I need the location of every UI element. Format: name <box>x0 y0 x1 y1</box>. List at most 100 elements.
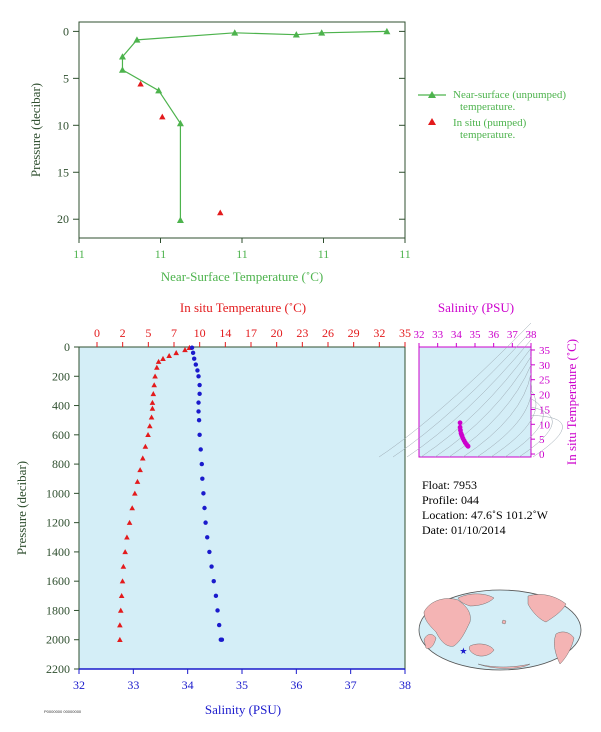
near-surface-point <box>133 36 141 43</box>
profile-series <box>117 344 225 642</box>
legend-near-surface-line2: temperature. <box>460 101 516 113</box>
temperature-point <box>132 490 138 496</box>
ts-density-contour <box>490 390 537 458</box>
temperature-point <box>160 355 166 361</box>
profile-y-tick-label: 1400 <box>46 545 70 559</box>
temperature-point <box>151 382 157 388</box>
near-surface-line <box>121 30 387 221</box>
temperature-point <box>120 563 127 569</box>
temperature-point <box>117 636 123 642</box>
map-land-south-america <box>554 631 575 665</box>
ts-density-contour <box>378 322 532 458</box>
temperature-point <box>145 432 151 438</box>
profile-panel: 0200400600800100012001400160018002000220… <box>14 300 411 717</box>
temperature-x-tick-label: 14 <box>219 326 231 340</box>
salinity-point <box>202 505 207 511</box>
near-surface-xlabel: Near-Surface Temperature (˚C) <box>161 269 323 284</box>
salinity-point <box>199 461 204 467</box>
near-surface-point <box>118 53 126 60</box>
near-surface-legend: Near-surface (unpumped) temperature. In … <box>418 89 569 141</box>
world-map: ★ <box>418 589 582 671</box>
temperature-x-tick-label: 10 <box>194 326 206 340</box>
salinity-point <box>195 368 200 373</box>
ts-x-ticks: 32 33 34 35 36 37 38 <box>414 329 538 347</box>
temperature-point <box>142 443 149 449</box>
ts-density-contour <box>518 406 553 458</box>
legend-label-in-situ: In situ (pumped) temperature. <box>453 117 529 141</box>
ts-y-tick-label: 35 <box>539 345 551 357</box>
temperature-x-tick-label: 2 <box>120 326 126 340</box>
profile-y-tick-label: 2200 <box>46 662 70 676</box>
temperature-x-tick-label: 26 <box>322 326 334 340</box>
near-surface-plot-frame <box>78 21 406 239</box>
near-surface-point <box>231 29 239 36</box>
near-surface-point <box>155 87 163 94</box>
ts-temperature-label: In situ Temperature (˚C) <box>564 339 579 465</box>
map-land-africa <box>423 634 437 649</box>
temperature-x-tick-label: 0 <box>94 326 100 340</box>
salinity-axis-label: Salinity (PSU) <box>205 702 281 717</box>
temperature-point <box>147 423 153 429</box>
temperature-point <box>129 505 135 511</box>
temperature-point <box>182 347 188 353</box>
ts-x-tick-label: 38 <box>526 329 538 341</box>
near-surface-y-tick-label: 10 <box>57 118 69 132</box>
salinity-point <box>197 391 202 397</box>
temperature-point <box>137 467 143 473</box>
temperature-point <box>117 607 124 613</box>
ts-series <box>457 420 471 449</box>
legend-marker-in-situ <box>428 118 436 125</box>
ts-x-tick-label: 36 <box>488 329 500 341</box>
temperature-point <box>118 593 125 599</box>
salinity-x-tick-label: 37 <box>345 678 357 692</box>
ts-y-tick-label: 20 <box>539 390 551 402</box>
temperature-x-ticks: 0 2 5 7 10 14 17 20 23 26 29 32 35 <box>94 326 411 347</box>
near-surface-point <box>318 29 326 36</box>
salinity-x-ticks: 32 33 34 35 36 37 38 <box>73 669 411 692</box>
map-land-australia <box>469 643 495 657</box>
ts-x-tick-label: 35 <box>470 329 482 341</box>
ts-y-tick-label: 10 <box>539 419 551 431</box>
figure-stamp: P0000000 00000000 <box>44 709 82 714</box>
temperature-axis-label: In situ Temperature (˚C) <box>180 300 306 315</box>
float-location: Location: 47.6˚S 101.2˚W <box>422 508 548 522</box>
temperature-point <box>149 399 156 405</box>
in-situ-point <box>217 209 224 216</box>
temperature-x-tick-label: 17 <box>245 326 257 340</box>
salinity-point <box>197 382 202 388</box>
map-land-asia <box>423 598 471 647</box>
salinity-point <box>205 535 210 540</box>
ts-point <box>465 443 471 449</box>
near-surface-x-tick-label: 11 <box>73 247 85 261</box>
salinity-point <box>196 400 201 405</box>
near-surface-x-tick-label: 11 <box>236 247 248 261</box>
salinity-point <box>198 447 203 452</box>
legend-in-situ-line2: temperature. <box>460 129 516 141</box>
ts-y-tick-label: 15 <box>539 404 551 416</box>
ts-plot-frame <box>418 346 532 458</box>
profile-y-tick-label: 1800 <box>46 603 70 617</box>
temperature-x-tick-label: 35 <box>399 326 411 340</box>
near-surface-point <box>118 66 126 73</box>
ts-density-contour <box>462 373 532 458</box>
ts-density-contour <box>420 348 532 458</box>
salinity-point <box>196 417 202 423</box>
ts-y-tick-label: 25 <box>539 375 551 387</box>
near-surface-point <box>292 31 300 38</box>
in-situ-point <box>159 113 166 120</box>
profile-y-tick-label: 2000 <box>46 633 70 647</box>
profile-y-tick-label: 0 <box>64 340 70 354</box>
ts-x-tick-label: 34 <box>451 329 463 341</box>
near-surface-point <box>176 119 184 127</box>
salinity-point <box>213 593 219 599</box>
salinity-point <box>197 432 202 438</box>
salinity-point <box>196 409 201 414</box>
temperature-point <box>126 519 133 525</box>
near-surface-x-tick-label: 11 <box>318 247 330 261</box>
ts-y-ticks: 0 5 10 15 20 25 30 35 <box>531 345 551 461</box>
profile-ylabel: Pressure (decibar) <box>14 461 29 555</box>
legend-label-near-surface: Near-surface (unpumped) temperature. <box>453 89 569 113</box>
near-surface-series <box>118 27 391 223</box>
ts-y-tick-label: 0 <box>539 449 545 461</box>
